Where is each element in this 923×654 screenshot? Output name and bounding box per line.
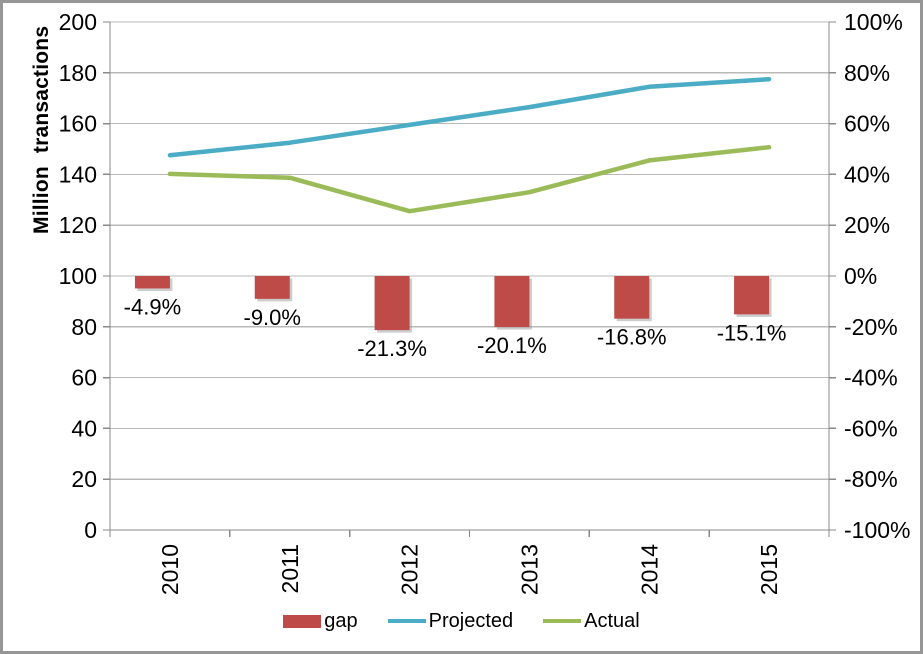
x-axis-tick-label: 2015: [756, 544, 782, 595]
right-axis-tick-label: -40%: [844, 365, 898, 391]
x-axis-tick-label: 2014: [636, 544, 662, 595]
y-axis-title: Million transactions: [30, 25, 53, 234]
gap-bar: [614, 276, 650, 319]
right-axis-tick-label: 100%: [844, 9, 903, 35]
bar-data-label: -21.3%: [357, 336, 427, 361]
right-axis-tick-label: 40%: [844, 161, 890, 187]
left-axis-tick-label: 120: [59, 212, 97, 238]
legend-label: gap: [324, 609, 358, 632]
legend-swatch-actual: [543, 618, 582, 624]
left-axis-tick-label: 200: [59, 9, 97, 35]
bar-data-label: -9.0%: [244, 305, 301, 330]
gap-bar: [254, 276, 290, 299]
left-axis-tick-label: 140: [59, 161, 97, 187]
right-axis-tick-label: 60%: [844, 111, 890, 137]
right-axis-tick-label: -100%: [844, 517, 910, 543]
left-axis-tick-label: 100: [59, 263, 97, 289]
right-axis-tick-label: -80%: [844, 466, 898, 492]
right-axis-tick-label: 20%: [844, 212, 890, 238]
legend-item-actual: Actual: [543, 610, 640, 633]
bar-data-label: -15.1%: [717, 320, 787, 345]
actual-line: [167, 144, 772, 214]
legend-label: Actual: [584, 609, 640, 632]
left-axis-tick-label: 180: [59, 60, 97, 86]
left-axis-tick-label: 40: [71, 415, 97, 441]
legend-label: Projected: [428, 609, 514, 632]
right-axis-tick-label: 0%: [844, 263, 877, 289]
right-axis-tick-label: -20%: [844, 314, 898, 340]
bar-data-label: -4.9%: [124, 294, 181, 319]
left-axis-tick-label: 20: [71, 466, 97, 492]
left-axis-tick-label: 0: [84, 517, 97, 543]
chart-legend: gap Projected Actual: [3, 605, 920, 637]
legend-item-gap: gap: [283, 609, 358, 633]
left-axis-tick-label: 60: [71, 365, 97, 391]
left-axis-tick-label: 80: [71, 314, 97, 340]
legend-item-projected: Projected: [387, 609, 514, 633]
combo-chart-canvas: -4.9% -9.0%-21.3% -20.1% -16.8% -15.1%200180…: [59, 9, 911, 595]
gap-bar: [134, 276, 170, 289]
gap-bar: [494, 276, 530, 328]
x-axis-tick-label: 2010: [157, 544, 183, 595]
x-axis-tick-label: 2012: [397, 544, 423, 595]
right-axis-tick-label: 80%: [844, 60, 890, 86]
projected-line: [167, 76, 772, 158]
bar-data-label: -20.1%: [477, 333, 547, 358]
legend-swatch-gap: [283, 614, 322, 628]
right-axis-tick-label: -60%: [844, 415, 898, 441]
gap-bar: [374, 276, 410, 331]
left-axis-tick-label: 160: [59, 111, 97, 137]
bar-data-label: -16.8%: [597, 325, 667, 350]
x-axis-tick-label: 2011: [277, 544, 303, 593]
x-axis-tick-label: 2013: [516, 544, 542, 595]
gap-bar: [734, 276, 770, 315]
legend-swatch-projected: [387, 618, 426, 624]
